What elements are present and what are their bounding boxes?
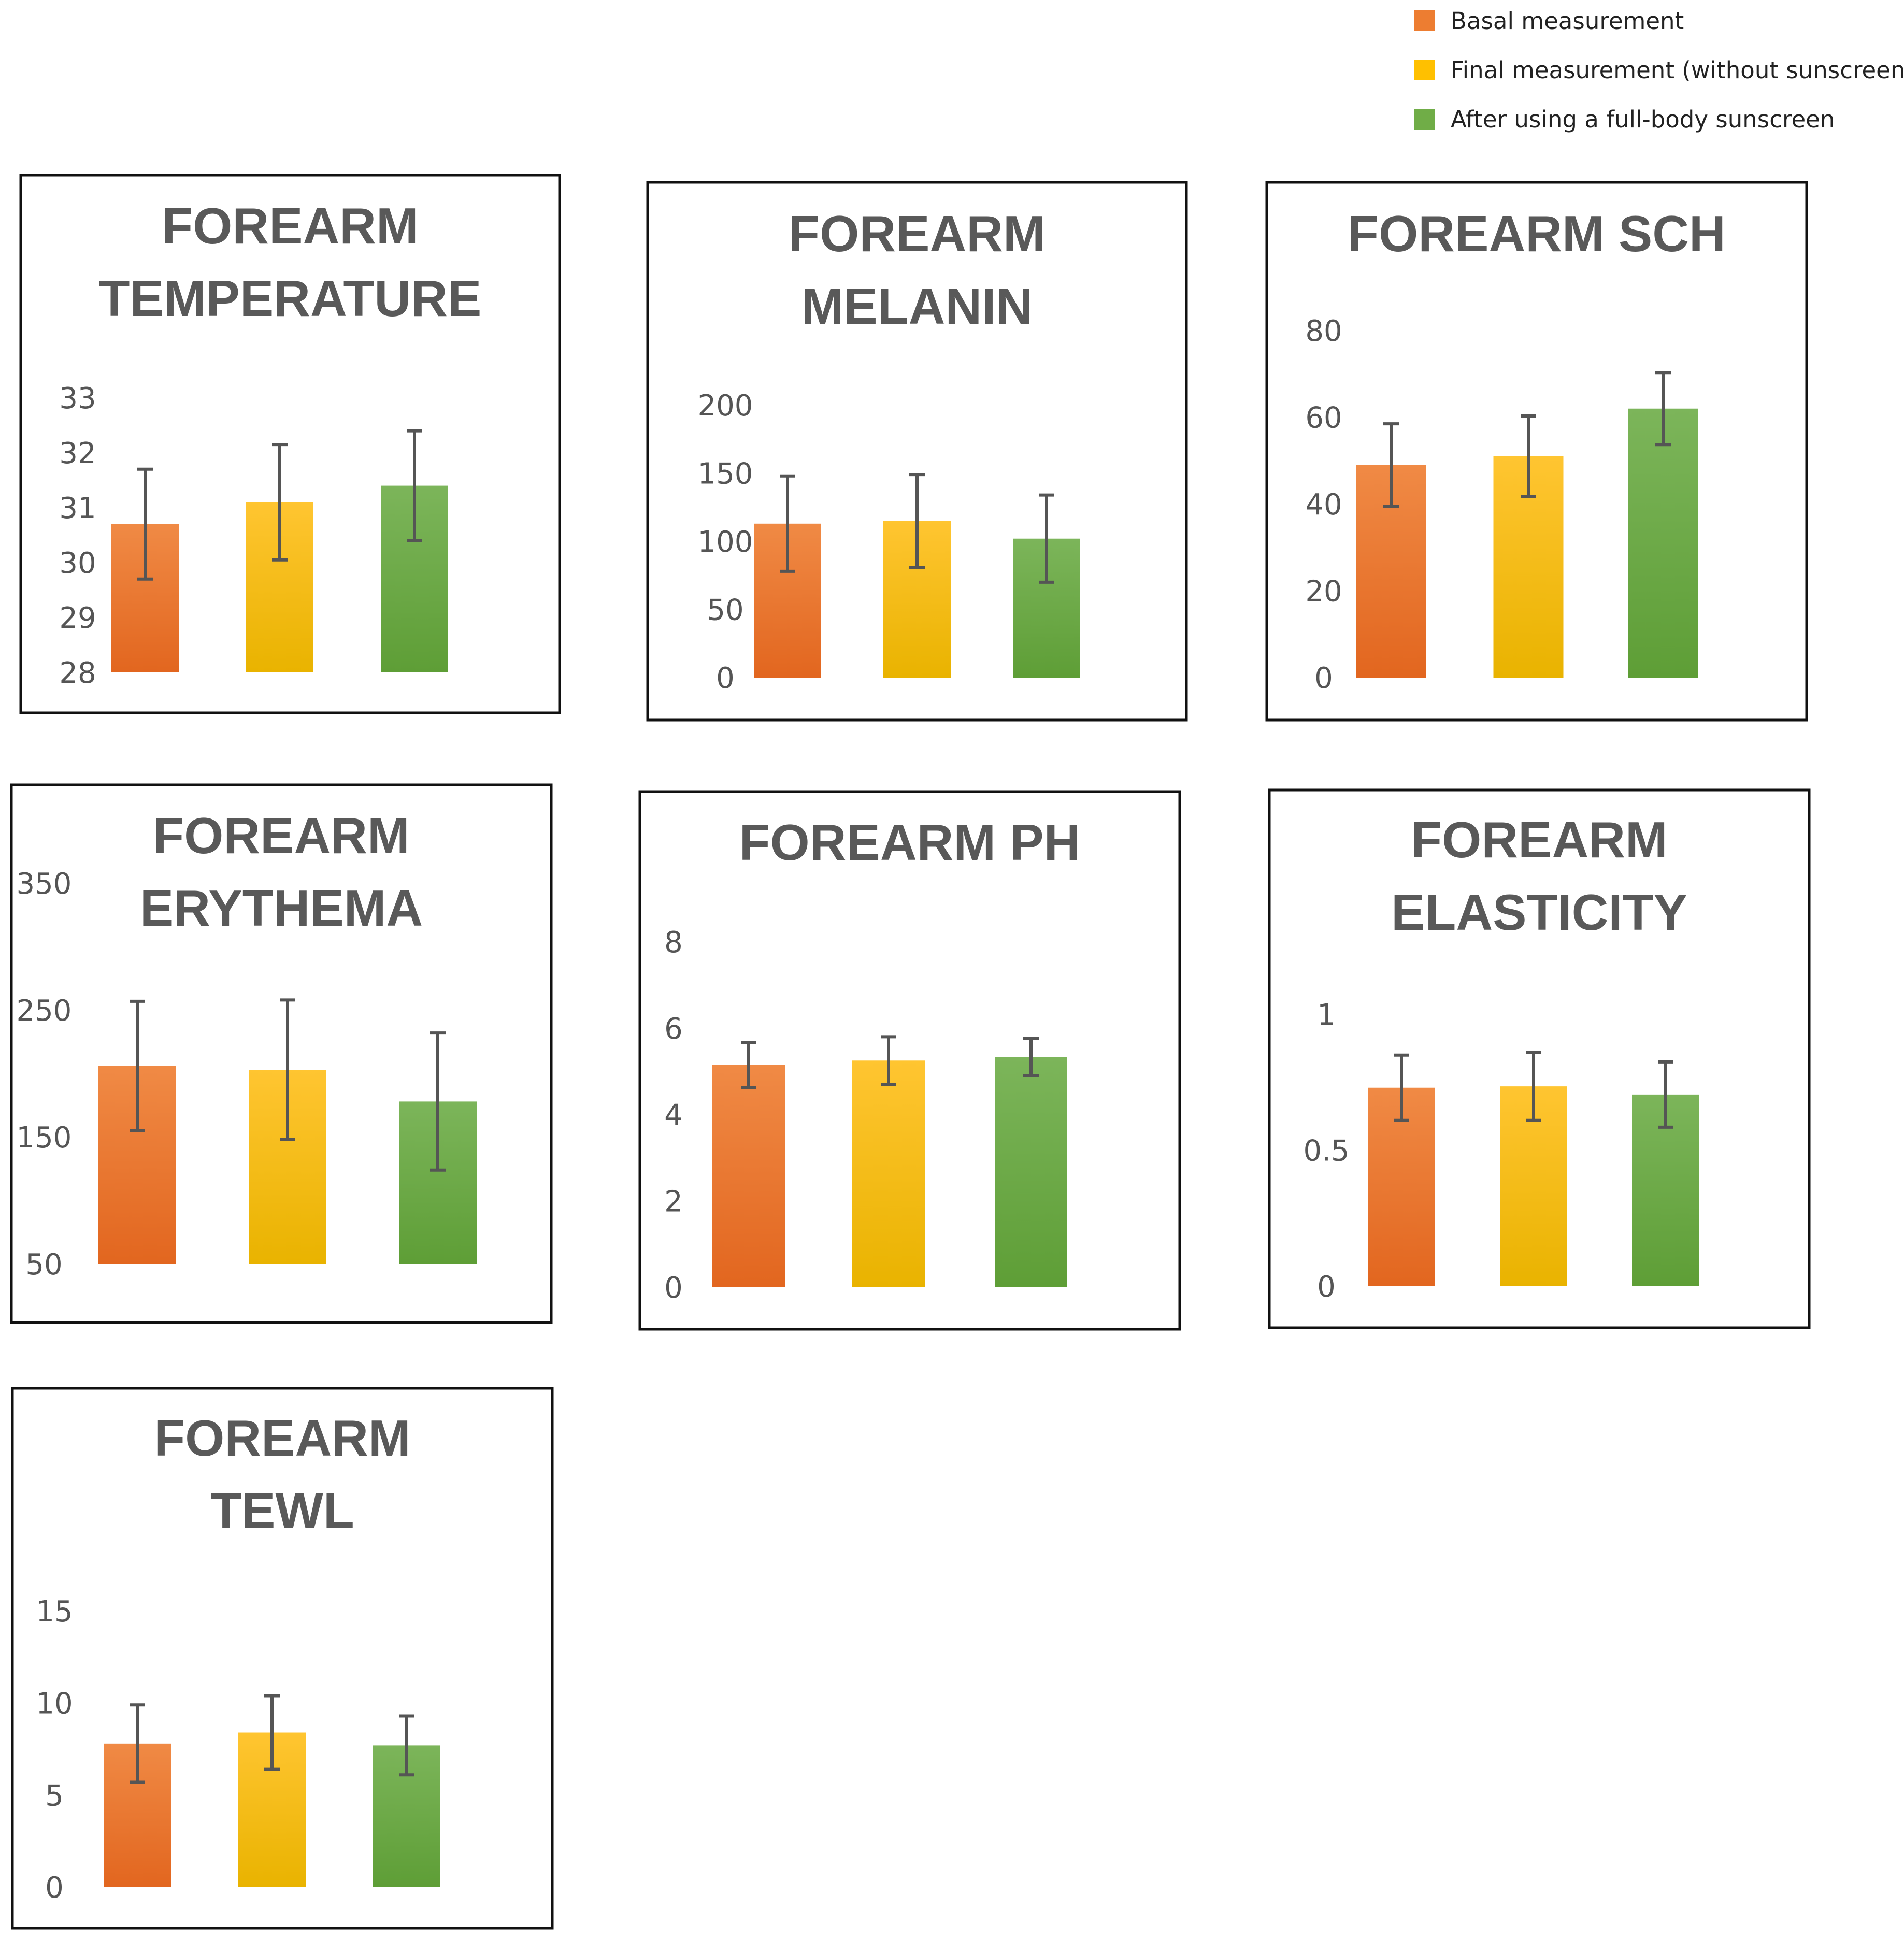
chart-frame (1265, 181, 1808, 722)
y-tick-label: 2 (664, 1185, 683, 1218)
y-tick-label: 10 (36, 1687, 73, 1721)
error-bar (1526, 1051, 1541, 1122)
error-bar (130, 999, 145, 1132)
chart-3: FOREARM SCH 0 20 40 60 80 (1265, 181, 1808, 722)
chart-title-line: FOREARM (162, 197, 418, 254)
chart-frame (10, 783, 553, 1324)
y-tick-label: 150 (698, 457, 753, 491)
bar (712, 1065, 785, 1287)
error-bar (430, 1031, 446, 1172)
y-tick-label: 20 (1305, 575, 1342, 609)
y-tick-label: 32 (59, 437, 96, 470)
y-tick-label: 1 (1317, 998, 1336, 1032)
error-bar (1039, 493, 1054, 584)
chart-title-line: MELANIN (801, 278, 1033, 335)
legend-item-basal: Basal measurement (1414, 5, 1684, 36)
error-bar (137, 467, 153, 581)
y-tick-label: 50 (707, 594, 743, 627)
legend-label-final: Final measurement (without sunscreen) (1451, 56, 1904, 84)
y-tick-label: 0.5 (1303, 1134, 1349, 1168)
chart-title-line: FOREARM SCH (1348, 205, 1726, 262)
error-bar (909, 473, 925, 569)
bar (852, 1060, 925, 1287)
y-tick-label: 31 (59, 492, 96, 525)
chart-title-line: ELASTICITY (1391, 884, 1687, 941)
bar (1628, 408, 1698, 678)
chart-4: FOREARM ERYTHEMA 50 150 250 350 (10, 783, 553, 1324)
y-tick-label: 50 (25, 1248, 62, 1282)
y-tick-label: 4 (664, 1099, 683, 1132)
y-tick-label: 60 (1305, 401, 1342, 435)
chart-frame (19, 174, 561, 714)
error-bar (881, 1035, 896, 1086)
error-bar (130, 1703, 145, 1784)
y-tick-label: 0 (1314, 662, 1333, 695)
y-tick-label: 150 (17, 1121, 72, 1155)
chart-frame (646, 181, 1188, 722)
legend-swatch-basal (1414, 10, 1435, 31)
y-tick-label: 28 (59, 656, 96, 690)
error-bar (1383, 422, 1399, 508)
error-bar (780, 474, 795, 573)
y-tick-label: 15 (36, 1595, 73, 1629)
y-tick-label: 0 (45, 1871, 64, 1905)
chart-title-line: ERYTHEMA (140, 880, 423, 937)
chart-title-line: TEMPERATURE (99, 270, 482, 327)
error-bar (1023, 1037, 1039, 1077)
y-tick-label: 0 (664, 1271, 683, 1305)
error-bar (1521, 414, 1536, 498)
error-bar (1655, 371, 1671, 447)
chart-title-line: FOREARM (154, 1410, 410, 1467)
bar (995, 1057, 1067, 1287)
chart-title-line: FOREARM (1411, 811, 1667, 868)
y-tick-label: 8 (664, 926, 683, 959)
error-bar (1658, 1060, 1673, 1129)
chart-frame (1268, 788, 1811, 1329)
chart-6: FOREARM ELASTICITY 0 0.5 1 (1268, 788, 1811, 1329)
y-tick-label: 350 (17, 867, 72, 901)
y-tick-label: 0 (1317, 1270, 1336, 1304)
y-tick-label: 30 (59, 547, 96, 580)
chart-5: FOREARM PH 0 2 4 6 8 (638, 790, 1181, 1331)
error-bar (399, 1714, 414, 1777)
error-bar (264, 1694, 280, 1771)
error-bar (1394, 1053, 1409, 1122)
y-tick-label: 40 (1305, 488, 1342, 522)
chart-7: FOREARM TEWL 0 5 10 15 (11, 1387, 554, 1930)
chart-2: FOREARM MELANIN 0 50 100 150 200 (646, 181, 1188, 722)
chart-title-line: FOREARM PH (739, 814, 1081, 871)
chart-title-line: FOREARM (789, 205, 1045, 262)
chart-frame (11, 1387, 554, 1930)
y-tick-label: 100 (698, 525, 753, 559)
legend-label-sunscreen: After using a full-body sunscreen (1451, 105, 1835, 133)
chart-title-line: FOREARM (153, 807, 409, 864)
error-bar (272, 443, 288, 562)
chart-frame (638, 790, 1181, 1331)
y-tick-label: 200 (698, 389, 753, 423)
y-tick-label: 250 (17, 994, 72, 1028)
legend-item-final: Final measurement (without sunscreen) (1414, 54, 1904, 85)
error-bar (280, 998, 295, 1141)
legend-swatch-sunscreen (1414, 109, 1435, 130)
y-tick-label: 0 (716, 662, 735, 695)
y-tick-label: 33 (59, 382, 96, 415)
legend-item-sunscreen: After using a full-body sunscreen (1414, 104, 1835, 135)
chart-1: FOREARM TEMPERATURE 28 29 30 31 32 33 (19, 174, 561, 714)
legend-label-basal: Basal measurement (1451, 7, 1684, 35)
error-bar (407, 429, 422, 542)
y-tick-label: 5 (45, 1779, 64, 1813)
y-tick-label: 6 (664, 1012, 683, 1046)
y-tick-label: 80 (1305, 314, 1342, 348)
legend-swatch-final (1414, 60, 1435, 80)
chart-title-line: TEWL (210, 1482, 354, 1539)
y-tick-label: 29 (59, 601, 96, 635)
error-bar (741, 1041, 756, 1089)
